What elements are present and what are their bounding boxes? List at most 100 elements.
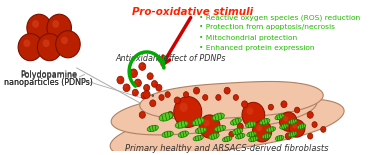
Circle shape [307,111,313,118]
Text: Pro-oxidative stimuli: Pro-oxidative stimuli [132,7,253,18]
Circle shape [37,34,62,61]
Circle shape [183,92,189,97]
Circle shape [177,122,182,127]
Text: • Enhanced protein expression: • Enhanced protein expression [199,45,315,51]
Circle shape [224,87,230,94]
Circle shape [292,123,297,128]
Circle shape [117,76,124,84]
Circle shape [229,131,234,137]
Ellipse shape [262,134,271,139]
Ellipse shape [288,119,297,124]
Circle shape [52,20,59,28]
Circle shape [133,91,135,93]
Circle shape [139,63,146,70]
Circle shape [203,120,210,126]
Circle shape [32,20,39,28]
Polygon shape [110,99,344,155]
Circle shape [165,92,170,97]
Circle shape [256,125,262,131]
Circle shape [203,95,208,100]
Ellipse shape [297,124,306,129]
Ellipse shape [275,135,284,141]
Ellipse shape [193,135,203,141]
Circle shape [149,74,150,76]
Circle shape [321,126,326,132]
Ellipse shape [260,118,270,125]
Circle shape [56,31,80,58]
Circle shape [283,116,288,122]
Circle shape [156,84,162,91]
Ellipse shape [232,128,243,135]
Circle shape [281,101,287,108]
Circle shape [18,34,43,61]
Circle shape [27,14,51,41]
Circle shape [152,94,154,97]
Text: • Mitochondrial protection: • Mitochondrial protection [199,35,297,41]
Text: Antioxidant effect of PDNPs: Antioxidant effect of PDNPs [115,54,226,63]
Circle shape [153,82,155,84]
Circle shape [139,111,146,118]
Circle shape [167,111,174,118]
Circle shape [43,39,50,47]
Circle shape [289,120,305,137]
Circle shape [308,133,313,139]
Ellipse shape [231,118,241,125]
Circle shape [135,79,141,87]
Text: • Protection from apoptosis/necrosis: • Protection from apoptosis/necrosis [199,24,335,30]
Ellipse shape [162,131,173,137]
Circle shape [216,95,221,100]
Circle shape [194,87,200,94]
Circle shape [141,92,147,99]
Polygon shape [111,89,317,135]
Circle shape [159,95,164,100]
Circle shape [152,81,158,87]
Ellipse shape [178,131,189,137]
Ellipse shape [266,127,276,132]
Ellipse shape [215,125,226,132]
Circle shape [140,64,142,66]
Ellipse shape [209,133,219,139]
Circle shape [253,121,272,142]
Ellipse shape [175,121,188,128]
Circle shape [132,89,138,96]
Circle shape [294,107,300,113]
Circle shape [124,86,127,88]
Circle shape [47,14,71,41]
Circle shape [233,95,239,100]
Circle shape [174,97,180,104]
Circle shape [280,112,297,131]
Circle shape [144,84,150,91]
Ellipse shape [275,114,284,120]
Circle shape [131,71,133,73]
Circle shape [237,123,243,130]
Ellipse shape [249,136,258,142]
Circle shape [61,36,68,44]
Ellipse shape [235,133,245,139]
Ellipse shape [280,124,288,129]
Ellipse shape [246,122,256,128]
Ellipse shape [212,113,224,121]
Ellipse shape [159,113,173,121]
Circle shape [242,101,248,108]
Circle shape [199,115,220,138]
Text: • Reactive oxygen species (ROS) reduction: • Reactive oxygen species (ROS) reductio… [199,14,360,21]
Text: nanoparticles (PDNPs): nanoparticles (PDNPs) [4,78,93,87]
Circle shape [118,78,120,80]
Ellipse shape [222,136,232,142]
Polygon shape [140,82,323,119]
Ellipse shape [147,125,158,132]
Circle shape [23,39,30,47]
Ellipse shape [192,118,204,126]
Ellipse shape [247,132,256,137]
Circle shape [285,133,291,140]
Ellipse shape [195,127,206,133]
Circle shape [136,81,138,83]
Circle shape [130,69,138,78]
Circle shape [147,73,153,80]
Circle shape [174,97,202,127]
Circle shape [142,94,144,95]
Circle shape [246,107,253,115]
Text: Polydopamine: Polydopamine [20,71,77,80]
Ellipse shape [288,132,297,137]
Text: Polydopamine: Polydopamine [20,70,77,79]
